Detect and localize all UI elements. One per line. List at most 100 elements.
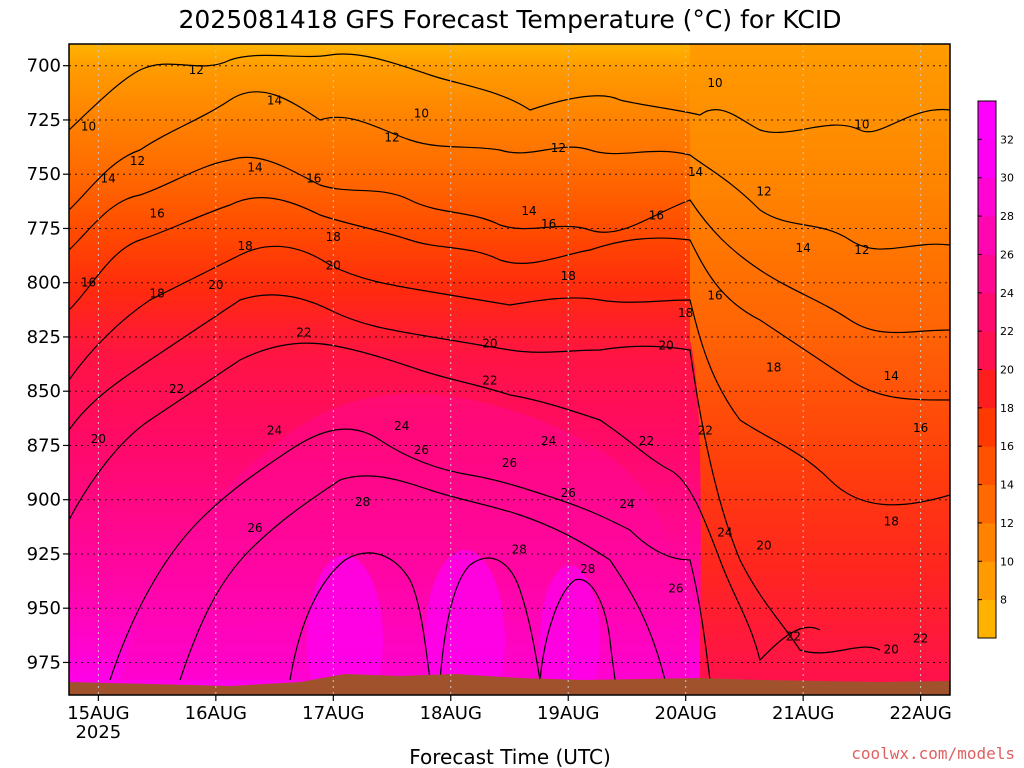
credit-text: coolwx.com/models xyxy=(851,744,1015,763)
contour-label-29: 22 xyxy=(296,326,311,340)
colorbar-label-12: 12 xyxy=(1000,517,1014,530)
colorbar-swatch-4 xyxy=(978,446,996,486)
contour-line-18 xyxy=(69,245,950,506)
x-tick-label-5: 20AUG xyxy=(655,703,717,724)
contour-label-55: 22 xyxy=(786,629,801,643)
cooler-late-period-region xyxy=(690,44,950,695)
y-tick-label-750: 750 xyxy=(27,164,61,185)
y-tick-label-800: 800 xyxy=(27,273,61,294)
contour-label-56: 20 xyxy=(884,642,899,656)
contour-label-26: 18 xyxy=(561,269,576,283)
contour-label-20: 14 xyxy=(796,241,811,255)
contour-label-7: 10 xyxy=(854,117,869,131)
contour-labels: 10 12 14 10 12 12 10 10 12 14 14 16 14 16 14 12 16 18 18 16… xyxy=(81,63,928,656)
y-tick-label-825: 825 xyxy=(27,327,61,348)
y-tick-label-975: 975 xyxy=(27,652,61,673)
colorbar-swatch-7 xyxy=(978,331,996,370)
chart-title: 2025081418 GFS Forecast Temperature (°C)… xyxy=(178,5,841,34)
contour-label-25: 20 xyxy=(326,258,341,272)
contour-label-53: 28 xyxy=(580,562,595,576)
warm-core-day18 xyxy=(425,550,505,695)
colorbar-swatch-10 xyxy=(978,216,996,255)
contour-label-22: 16 xyxy=(81,276,96,290)
colorbar-swatch-12 xyxy=(978,139,996,179)
contour-label-52: 20 xyxy=(756,538,771,552)
colorbar-swatch-6 xyxy=(978,369,996,409)
colorbar-label-26: 26 xyxy=(1000,248,1014,261)
contour-label-23: 18 xyxy=(149,287,164,301)
contour-label-5: 12 xyxy=(551,141,566,155)
contour-label-33: 14 xyxy=(884,369,899,383)
colorbar-swatch-0 xyxy=(978,599,996,639)
contour-label-8: 12 xyxy=(130,154,145,168)
contour-label-2: 14 xyxy=(267,93,282,107)
colorbar-swatch-11 xyxy=(978,177,996,217)
colorbar-label-20: 20 xyxy=(1000,364,1014,377)
colorbar-label-24: 24 xyxy=(1000,287,1014,300)
contour-label-3: 10 xyxy=(414,106,429,120)
x-tick-label-4: 19AUG xyxy=(537,703,599,724)
contour-label-17: 18 xyxy=(238,239,253,253)
contour-line-22 xyxy=(69,342,821,662)
contour-line-28 xyxy=(289,552,616,681)
contour-label-13: 16 xyxy=(541,217,556,231)
contour-label-35: 22 xyxy=(482,373,497,387)
y-tick-label-775: 775 xyxy=(27,218,61,239)
contour-lines xyxy=(69,53,950,681)
colorbar-swatch-1 xyxy=(978,561,996,601)
contour-line-26 xyxy=(179,475,666,681)
contour-label-54: 26 xyxy=(668,582,683,596)
contour-label-43: 26 xyxy=(414,443,429,457)
contour-label-1: 12 xyxy=(189,63,204,77)
contour-label-37: 24 xyxy=(267,423,282,437)
contour-label-0: 10 xyxy=(81,119,96,133)
colorbar-label-22: 22 xyxy=(1000,325,1014,338)
contour-line-20 xyxy=(69,294,881,654)
contour-label-28: 18 xyxy=(678,306,693,320)
contour-label-30: 20 xyxy=(482,336,497,350)
contour-label-36: 20 xyxy=(91,432,106,446)
contour-label-49: 18 xyxy=(884,514,899,528)
plot-frame xyxy=(68,43,951,696)
colorbar-swatch-5 xyxy=(978,407,996,447)
x-tick-label-0: 15AUG xyxy=(67,703,129,724)
colorbar-label-14: 14 xyxy=(1000,479,1014,492)
y-tick-label-875: 875 xyxy=(27,435,61,456)
contour-label-19: 16 xyxy=(649,208,664,222)
contour-label-32: 18 xyxy=(766,360,781,374)
contour-line-12 xyxy=(69,91,950,250)
contour-label-6: 10 xyxy=(707,76,722,90)
contour-label-11: 16 xyxy=(306,172,321,186)
colorbar-swatch-13 xyxy=(978,101,996,140)
warm-core-day17 xyxy=(307,555,383,695)
contour-label-14: 14 xyxy=(688,165,703,179)
contour-line-14 xyxy=(69,156,950,334)
contour-label-44: 26 xyxy=(502,456,517,470)
contour-label-31: 20 xyxy=(658,339,673,353)
contour-label-40: 22 xyxy=(639,434,654,448)
contour-label-41: 22 xyxy=(698,423,713,437)
colorbar-label-28: 28 xyxy=(1000,210,1014,223)
x-tick-label-1: 16AUG xyxy=(185,703,247,724)
contour-label-51: 28 xyxy=(512,543,527,557)
y-tick-label-725: 725 xyxy=(27,110,61,131)
contour-label-12: 14 xyxy=(521,204,536,218)
y-tick-label-700: 700 xyxy=(27,56,61,77)
contour-label-18: 18 xyxy=(326,230,341,244)
contour-label-48: 24 xyxy=(619,497,634,511)
y-axis: 700 725 750 775 800 825 850 875 900 925 950 975 xyxy=(27,56,69,673)
colorbar-label-16: 16 xyxy=(1000,440,1014,453)
contour-label-57: 22 xyxy=(913,632,928,646)
y-tick-label-900: 900 xyxy=(27,490,61,511)
contour-label-16: 16 xyxy=(149,206,164,220)
vertical-gridlines xyxy=(97,44,922,695)
colorbar-label-32: 32 xyxy=(1000,133,1014,146)
x-tick-label-3: 18AUG xyxy=(420,703,482,724)
colorbar-label-8: 8 xyxy=(1000,594,1007,607)
ground-surface xyxy=(69,674,950,695)
y-tick-label-950: 950 xyxy=(27,598,61,619)
plot-area: 10 12 14 10 12 12 10 10 12 14 14 16 14 16 14 12 16 18 18 16… xyxy=(69,44,950,695)
contour-label-4: 12 xyxy=(384,130,399,144)
